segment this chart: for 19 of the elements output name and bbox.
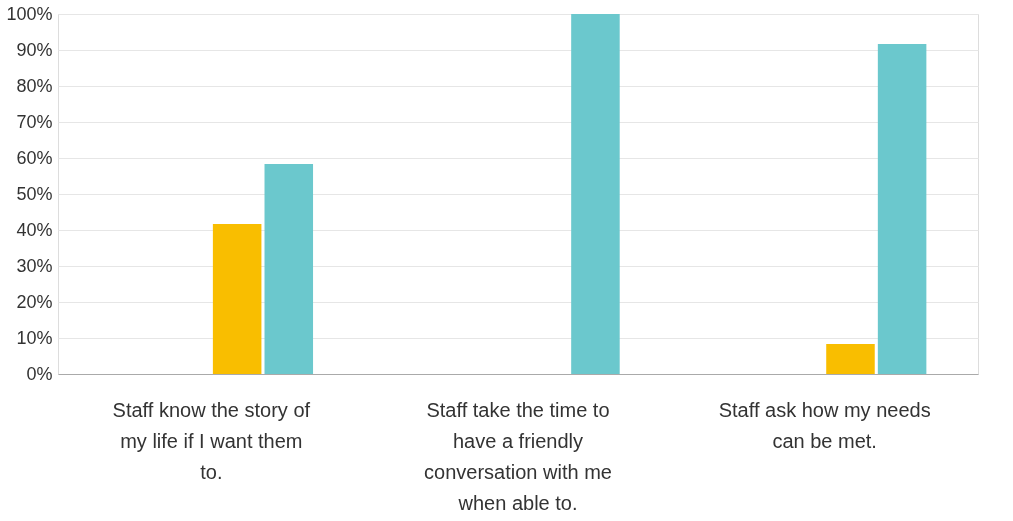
bar bbox=[826, 344, 875, 374]
y-tick-label: 30% bbox=[16, 255, 53, 276]
x-tick-label: Staff ask how my needs can be met. bbox=[718, 398, 931, 452]
bar bbox=[264, 164, 314, 374]
y-tick-label: 90% bbox=[16, 39, 53, 60]
y-tick-label: 60% bbox=[16, 147, 53, 168]
y-tick-label: 100% bbox=[6, 3, 53, 24]
bar bbox=[877, 43, 927, 374]
y-tick-label: 10% bbox=[16, 327, 53, 348]
y-tick-label: 40% bbox=[16, 219, 53, 240]
x-tick-label: Staff know the story of my life if I want them to. bbox=[112, 398, 311, 483]
y-tick-label: 80% bbox=[16, 75, 53, 96]
bar bbox=[212, 223, 262, 374]
y-tick-label: 0% bbox=[26, 363, 53, 384]
y-tick-label: 50% bbox=[16, 183, 53, 204]
y-tick-label: 70% bbox=[16, 111, 53, 132]
x-tick-label: Staff take the time to have a friendly conversation with me when able to. bbox=[424, 398, 612, 514]
bar bbox=[571, 14, 620, 374]
y-tick-label: 20% bbox=[16, 291, 53, 312]
